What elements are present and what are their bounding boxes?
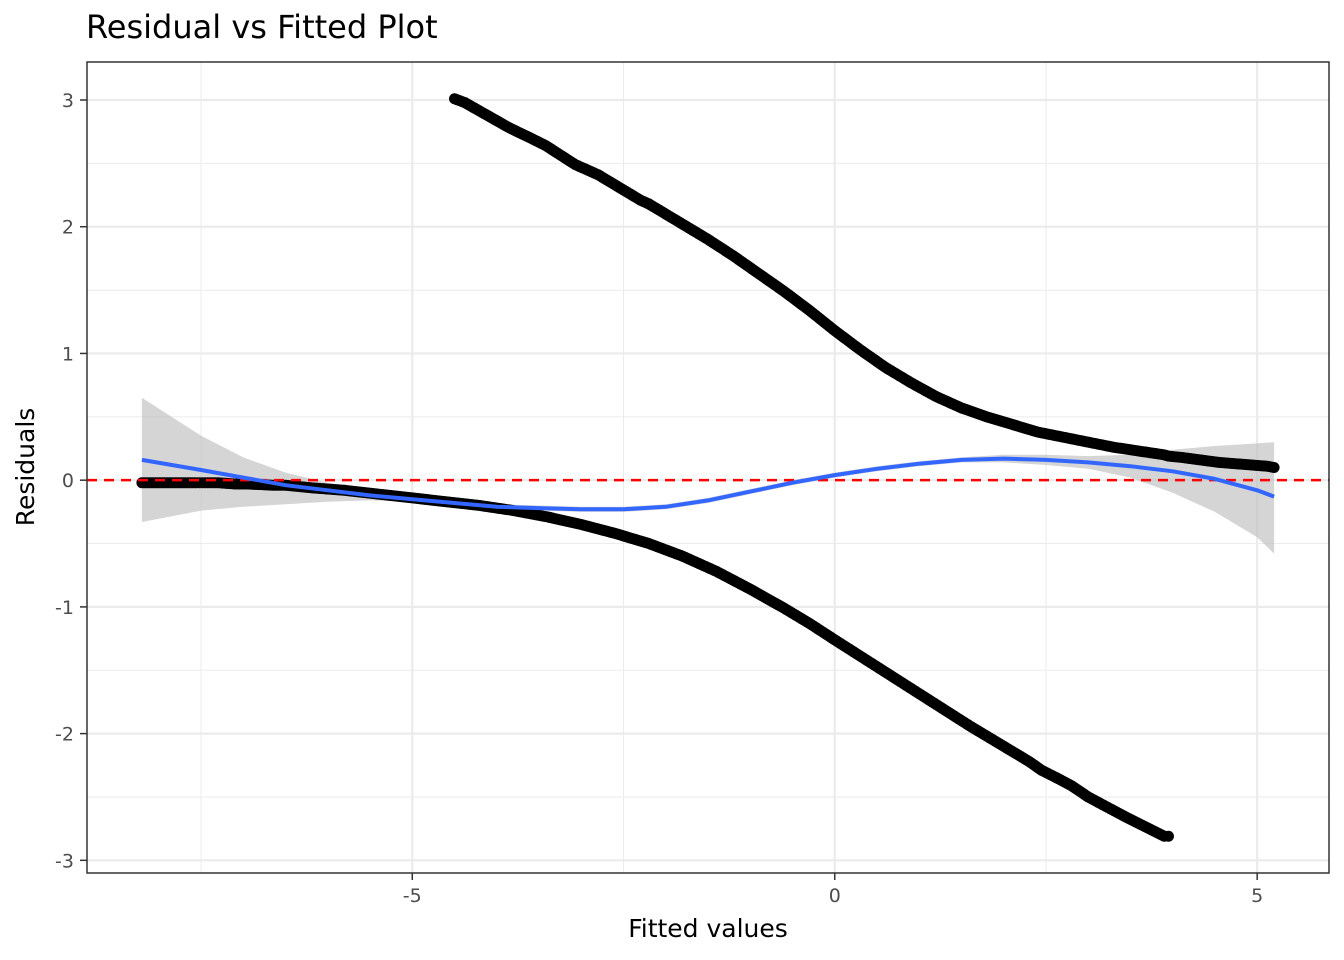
x-tick-label: -5 — [403, 885, 422, 907]
x-tick-label: 0 — [829, 885, 841, 907]
chart-title: Residual vs Fitted Plot — [86, 8, 438, 46]
axis-ticks-layer: -5 0 5 -3 -2 -1 0 1 2 3 — [55, 90, 1263, 907]
upper-branch-points — [449, 93, 1280, 473]
smooth-line-layer — [141, 456, 1275, 512]
y-tick-label: -3 — [55, 850, 74, 872]
x-axis-title: Fitted values — [628, 914, 788, 943]
y-axis-title: Residuals — [11, 408, 40, 527]
y-tick-label: 2 — [62, 217, 74, 239]
x-tick-label: 5 — [1251, 885, 1263, 907]
y-tick-label: 1 — [62, 343, 74, 365]
data-point — [1268, 462, 1280, 473]
y-tick-label: -1 — [55, 597, 74, 619]
plot-border — [86, 61, 1330, 874]
y-tick-label: 0 — [62, 470, 74, 492]
data-points-layer — [136, 93, 1280, 842]
y-tick-label: 3 — [62, 90, 74, 112]
lower-branch-points — [136, 477, 1174, 842]
data-point — [1162, 830, 1174, 842]
y-tick-label: -2 — [55, 724, 74, 746]
smooth-fit-line — [141, 456, 1275, 512]
